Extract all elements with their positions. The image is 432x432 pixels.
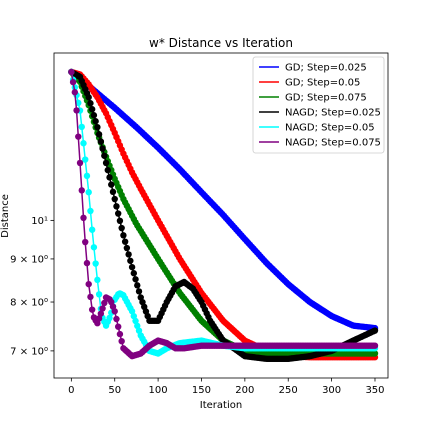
x-tick-label: 350 [365,385,384,396]
x-tick-label: 300 [322,385,341,396]
legend-label: GD; Step=0.025 [285,63,367,74]
plot-frame [53,52,389,379]
x-tick-label: 150 [192,385,211,396]
series-group [68,68,379,363]
plot-area [53,52,389,379]
legend-label: NAGD; Step=0.075 [285,138,381,149]
legend-label: GD; Step=0.075 [285,93,367,104]
y-tick-label: 7 × 10⁰ [10,346,48,357]
series-0-line [70,71,376,329]
x-tick-label: 200 [235,385,254,396]
series-5-line [70,71,375,357]
x-tick-label: 100 [149,385,168,396]
x-tick-label: 250 [279,385,298,396]
x-tick-label: 0 [68,385,74,396]
axis-ticks: 0 50 100 150 200 250 300 350 7 × 10⁰ 8 × 10⁰ 9 × 1… [10,216,384,396]
legend-label: NAGD; Step=0.05 [285,123,375,134]
series-3 [68,68,379,363]
legend: GD; Step=0.025 GD; Step=0.05 GD; Step=0.07… [252,56,385,154]
x-tick-label: 50 [108,385,121,396]
series-1-line [71,71,375,358]
x-axis-label: Iteration [200,400,242,411]
legend-label: NAGD; Step=0.025 [285,108,381,119]
y-tick-label: 10¹ [31,216,48,227]
y-tick-label: 8 × 10⁰ [10,298,48,309]
legend-label: GD; Step=0.05 [285,78,360,89]
chart-title: w* Distance vs Iteration [149,36,293,50]
series-3-line [70,71,376,360]
legend-box [252,56,385,154]
y-tick-label: 9 × 10⁰ [10,254,48,265]
y-axis-label: Distance [0,194,11,238]
series-5 [68,68,379,360]
